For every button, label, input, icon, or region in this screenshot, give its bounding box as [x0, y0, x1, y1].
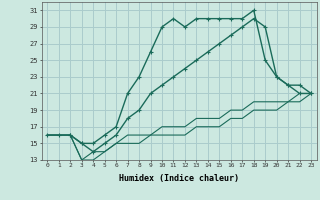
X-axis label: Humidex (Indice chaleur): Humidex (Indice chaleur): [119, 174, 239, 183]
